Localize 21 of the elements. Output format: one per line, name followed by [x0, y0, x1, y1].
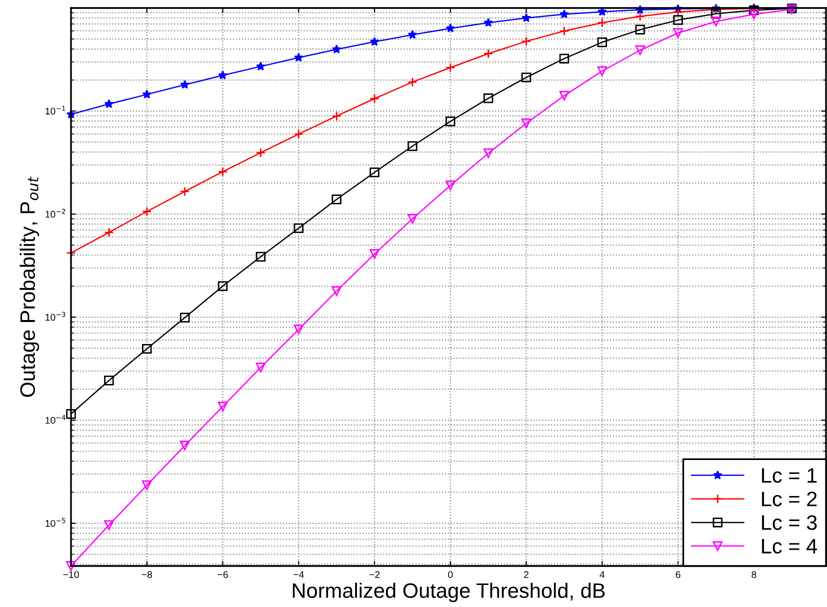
y-axis-title: Outage Probability, P$_{out}$	[20, 176, 40, 397]
x-tick-label: −6	[218, 571, 228, 578]
legend-label: Lc = 4	[762, 539, 818, 554]
x-tick-label: 8	[752, 571, 756, 578]
x-tick-label: −10	[63, 571, 79, 578]
y-tick-label: 10$^{−4}$	[46, 414, 66, 424]
x-tick-label: 2	[524, 571, 528, 578]
y-tick-label: 10$^{−5}$	[46, 518, 66, 527]
x-tick-label: −4	[294, 571, 304, 578]
x-tick-label: −2	[369, 571, 380, 578]
y-tick-label: 10$^{−3}$	[46, 312, 66, 321]
legend-label: Lc = 1	[762, 468, 817, 483]
legend-label: Lc = 2	[762, 492, 817, 506]
x-tick-label: 0	[448, 571, 453, 578]
y-tick-label: 10$^{−1}$	[46, 106, 66, 115]
x-tick-label: 6	[676, 571, 680, 578]
x-tick-label: 4	[600, 571, 605, 578]
x-tick-label: −8	[142, 571, 152, 578]
x-axis-title: Normalized Outage Threshold, dB	[292, 582, 605, 602]
legend-label: Lc = 3	[762, 515, 817, 530]
y-tick-label: 10$^{−2}$	[46, 208, 66, 218]
